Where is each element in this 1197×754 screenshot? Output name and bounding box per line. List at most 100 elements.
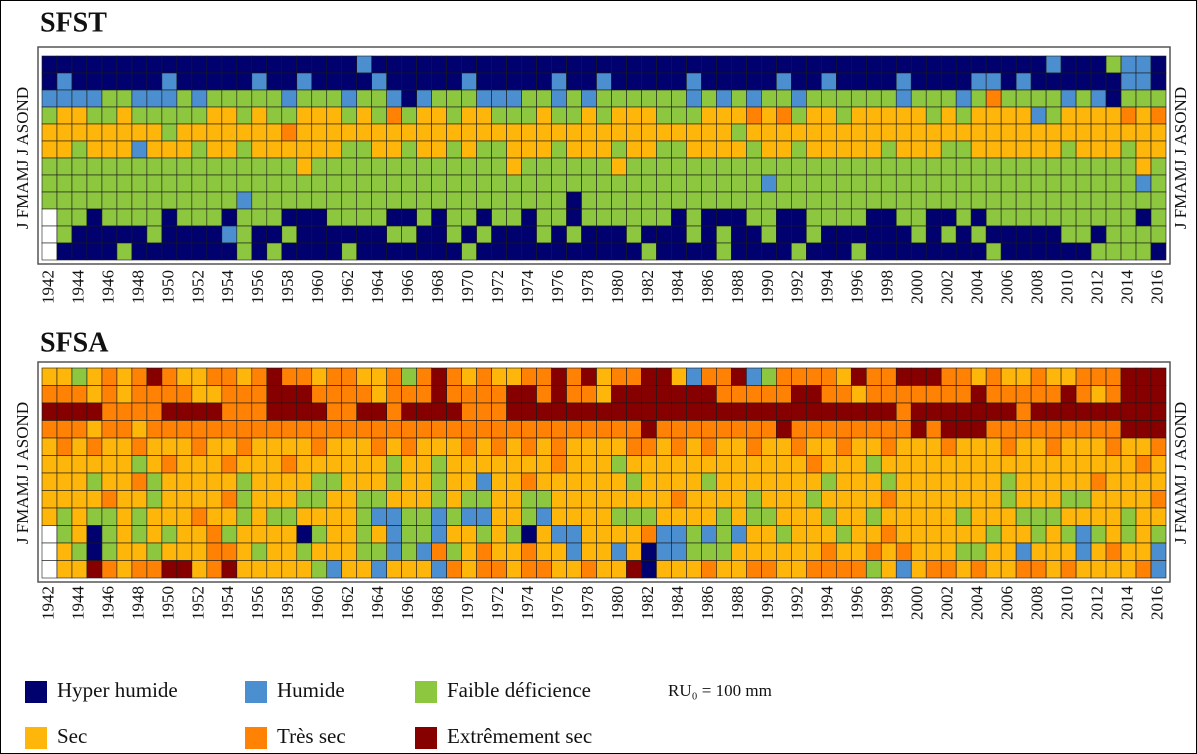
cell (521, 191, 537, 210)
cell (71, 157, 88, 176)
cell (71, 385, 88, 404)
cell (970, 55, 987, 74)
cell (416, 420, 432, 439)
cell (266, 72, 283, 91)
cell (401, 420, 417, 439)
cell (371, 507, 387, 526)
cell (821, 437, 837, 456)
cell (86, 455, 103, 474)
cell (581, 72, 597, 91)
cell (341, 402, 358, 421)
cell (1120, 140, 1137, 159)
cell (446, 140, 462, 159)
cell (686, 472, 702, 491)
cell (611, 542, 627, 561)
cell (985, 174, 1002, 193)
cell (1000, 525, 1017, 544)
cell (566, 208, 582, 227)
cell (476, 225, 492, 244)
cell (236, 402, 253, 421)
cell (56, 402, 73, 421)
cell (521, 402, 537, 421)
cell (910, 420, 927, 439)
cell (761, 437, 777, 456)
cell (131, 525, 148, 544)
cell (1030, 225, 1047, 244)
cell (731, 507, 747, 526)
cell (521, 367, 537, 386)
cell (356, 367, 373, 386)
cell (955, 472, 972, 491)
cell (970, 242, 987, 261)
cell (116, 106, 133, 125)
cell (551, 490, 567, 509)
cell (925, 89, 942, 108)
y-axis-label: J FMAMJ J ASOND (1171, 402, 1190, 544)
cell (806, 525, 822, 544)
cell (835, 542, 852, 561)
cell (461, 106, 477, 125)
cell (731, 437, 747, 456)
cell (1015, 225, 1032, 244)
cell (266, 174, 283, 193)
x-tick-label: 1950 (158, 586, 177, 620)
cell (146, 157, 163, 176)
cell (131, 191, 148, 210)
cell (446, 472, 462, 491)
cell (821, 472, 837, 491)
cell (731, 208, 747, 227)
cell (626, 72, 642, 91)
cell (191, 455, 208, 474)
x-tick-label: 1960 (308, 586, 327, 620)
cell (656, 106, 672, 125)
cell (925, 420, 942, 439)
cell (1045, 560, 1062, 579)
cell (835, 507, 852, 526)
cell (551, 55, 567, 74)
cell (626, 420, 642, 439)
legend-swatch (415, 727, 437, 749)
cell (506, 242, 522, 261)
cell (850, 191, 867, 210)
cell (955, 55, 972, 74)
cell (925, 507, 942, 526)
cell (56, 55, 73, 74)
x-tick-label: 1998 (878, 586, 897, 620)
cell (1030, 507, 1047, 526)
cell (341, 191, 358, 210)
cell (161, 106, 178, 125)
cell (671, 560, 687, 579)
cell (356, 208, 373, 227)
cell (56, 208, 73, 227)
cell (985, 507, 1002, 526)
cell (341, 106, 358, 125)
cell (1045, 191, 1062, 210)
cell (701, 89, 717, 108)
cell (476, 242, 492, 261)
cell (131, 455, 148, 474)
cell (1105, 385, 1122, 404)
cell (281, 455, 298, 474)
cell (281, 420, 298, 439)
cell (131, 472, 148, 491)
x-tick-label: 2002 (938, 270, 957, 304)
cell (71, 72, 88, 91)
cell (940, 560, 957, 579)
cell (476, 191, 492, 210)
cell (731, 55, 747, 74)
cell (356, 472, 373, 491)
cell (296, 402, 313, 421)
cell (266, 507, 283, 526)
x-tick-label: 1950 (158, 270, 177, 304)
cell (1060, 225, 1077, 244)
cell (506, 208, 522, 227)
cell (401, 89, 417, 108)
cell (626, 123, 642, 142)
cell (86, 157, 103, 176)
cell (566, 507, 582, 526)
cell (431, 89, 447, 108)
cell (236, 106, 253, 125)
cell (206, 242, 223, 261)
x-tick-label: 1982 (638, 270, 657, 304)
cell (641, 560, 657, 579)
